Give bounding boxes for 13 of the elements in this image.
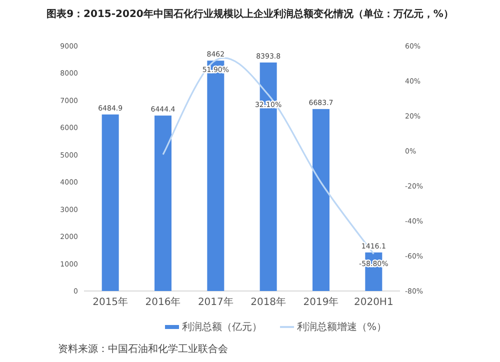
x-tick-label: 2016年	[145, 296, 181, 308]
x-tick-label: 2017年	[198, 296, 234, 308]
legend-label: 利润总额增速（%）	[297, 321, 387, 333]
legend-label: 利润总额（亿元）	[182, 321, 262, 333]
x-tick-label: 2019年	[303, 296, 339, 308]
bar	[102, 114, 119, 291]
x-tick-label: 2015年	[92, 296, 128, 308]
x-tick-label: 2020H1	[354, 297, 394, 308]
x-tick-label: 2018年	[250, 296, 286, 308]
bar	[312, 109, 330, 291]
text: 资料来源：中国石油和化学工业联合会	[58, 343, 228, 355]
chart-title: 图表9：2015-2020年中国石化行业规模以上企业利润总额变化情况（单位：万亿元，%）	[46, 8, 454, 20]
bar	[154, 116, 172, 291]
